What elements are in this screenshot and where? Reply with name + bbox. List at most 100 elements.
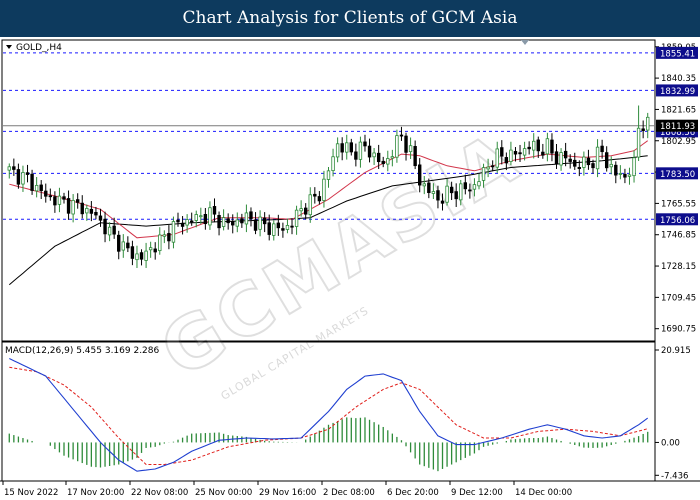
candle-body [267, 222, 271, 235]
candle-body [595, 146, 600, 170]
candle-body [477, 181, 481, 187]
candle-body [509, 149, 513, 162]
candle-body [322, 178, 326, 201]
candle-body [440, 200, 445, 204]
candle-body [641, 128, 645, 132]
candle-body [176, 219, 180, 223]
candle-body [262, 217, 267, 225]
candle-body [272, 223, 276, 236]
candle-body [459, 183, 463, 201]
candle-body [62, 196, 66, 200]
time-tick-label: 17 Nov 20:00 [67, 488, 124, 498]
candle-body [98, 215, 103, 221]
level-label: 1855.41 [660, 49, 695, 59]
candle-body [89, 208, 94, 214]
candle-body [404, 135, 408, 153]
candle-body [500, 147, 504, 157]
candle-body [349, 142, 354, 153]
candle-body [189, 220, 194, 223]
macd-tick-label: -7.436 [661, 471, 688, 481]
candle-body [554, 151, 559, 165]
time-tick-label: 15 Nov 2022 [4, 488, 58, 498]
candle-body [212, 206, 217, 215]
candle-body [94, 211, 98, 216]
candle-body [308, 194, 312, 216]
candle-body [75, 199, 80, 203]
candle-body [281, 228, 285, 231]
candle-body [221, 217, 226, 227]
candle-body [139, 252, 144, 260]
candle-body [171, 221, 176, 243]
candle-body [376, 152, 381, 163]
candle-body [573, 159, 577, 167]
symbol-menu-icon[interactable] [6, 45, 12, 49]
candle-body [226, 218, 230, 224]
price-tick-label: 1840.35 [661, 74, 696, 84]
macd-axis: 20.915 0.00 -7.436 [655, 346, 691, 481]
candle-body [399, 134, 404, 137]
scroll-marker-icon[interactable] [521, 40, 529, 45]
candle-body [244, 212, 249, 225]
candle-body [85, 208, 89, 214]
candle-body [395, 135, 399, 158]
candle-body [422, 183, 426, 187]
candle-body [354, 151, 358, 160]
level-tag [656, 167, 698, 180]
candle-body [436, 190, 440, 201]
candle-body [148, 247, 153, 251]
price-tick-label: 1728.15 [661, 262, 696, 272]
candle-body [545, 138, 550, 155]
candle-body [162, 234, 167, 237]
price-axis: 1859.051840.351821.651802.951784.251765.… [655, 43, 698, 335]
level-tag [656, 46, 698, 59]
macd-pane-title: MACD(12,26,9) 5.455 3.169 2.286 [5, 346, 160, 356]
candle-body [527, 146, 531, 150]
price-tick-label: 1709.45 [661, 293, 696, 303]
candle-body [294, 209, 299, 227]
candle-body [194, 214, 198, 221]
candle-body [208, 207, 212, 226]
candle-body [217, 215, 221, 229]
candle-body [258, 216, 262, 230]
candle-body [7, 166, 11, 171]
level-label: 1808.56 [660, 128, 695, 138]
candle-body [44, 190, 48, 197]
candle-body [445, 185, 449, 203]
candle-body [522, 148, 527, 156]
candle-body [481, 167, 486, 181]
candle-body [126, 242, 130, 249]
candle-body [614, 164, 618, 176]
candle-body [636, 127, 641, 158]
candle-body [130, 246, 135, 259]
candle-body [240, 218, 244, 224]
time-tick-label: 6 Dec 20:00 [387, 488, 439, 498]
candle-body [513, 151, 518, 155]
level-label: 1756.06 [660, 216, 695, 226]
candle-body [144, 250, 148, 261]
candle-body [135, 253, 139, 261]
candlesticks [7, 105, 650, 268]
candle-body [427, 182, 431, 194]
price-tick-label: 1821.65 [661, 105, 696, 115]
candle-body [290, 225, 294, 228]
candle-body [107, 226, 112, 236]
price-tick-label: 1765.55 [661, 199, 696, 209]
candle-body [559, 152, 563, 166]
candle-body [367, 145, 372, 158]
candle-body [627, 174, 632, 177]
candle-body [381, 160, 385, 165]
time-tick-label: 9 Dec 12:00 [451, 488, 503, 498]
time-tick-label: 2 Dec 08:00 [323, 488, 375, 498]
candle-body [609, 163, 613, 168]
candle-body [34, 184, 39, 192]
time-tick-label: 22 Nov 08:00 [131, 488, 188, 498]
candle-body [586, 157, 591, 166]
time-tick-label: 25 Nov 00:00 [195, 488, 252, 498]
candle-body [623, 173, 627, 178]
candle-body [632, 157, 636, 177]
candle-body [112, 225, 116, 235]
candle-body [518, 152, 522, 155]
candle-body [57, 195, 62, 205]
macd-tick-label: 0.00 [661, 438, 680, 448]
macd-indicator [8, 358, 649, 472]
